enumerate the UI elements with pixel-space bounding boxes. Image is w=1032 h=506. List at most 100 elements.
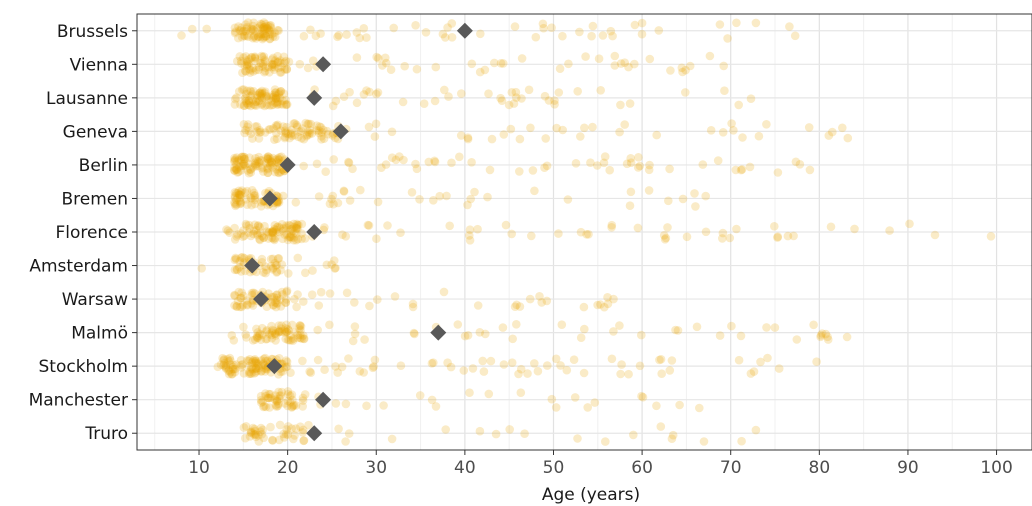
data-point	[635, 161, 645, 171]
data-point	[520, 429, 529, 439]
data-point	[244, 220, 254, 230]
data-point	[273, 168, 283, 177]
data-point	[305, 125, 315, 135]
data-point	[656, 355, 666, 364]
data-point	[240, 188, 250, 197]
data-point	[816, 331, 826, 340]
data-point	[341, 399, 351, 409]
data-point	[360, 335, 369, 344]
data-point	[805, 165, 815, 175]
data-point	[245, 64, 254, 74]
data-point	[527, 231, 536, 241]
data-point	[236, 190, 245, 199]
data-point	[804, 123, 814, 132]
data-point	[665, 366, 675, 375]
data-point	[284, 57, 294, 67]
data-point	[248, 63, 258, 73]
data-point	[238, 161, 247, 170]
data-point	[282, 327, 291, 337]
data-point	[240, 161, 249, 171]
data-point	[705, 51, 715, 61]
data-point	[280, 230, 290, 239]
data-point	[246, 168, 256, 177]
data-point	[278, 367, 287, 376]
data-point	[467, 59, 477, 69]
data-point	[271, 121, 281, 130]
data-point	[339, 187, 349, 196]
data-point	[233, 188, 243, 198]
data-point	[304, 119, 314, 129]
data-point	[842, 332, 852, 342]
data-point	[299, 31, 309, 41]
data-point	[476, 29, 485, 39]
data-point	[610, 61, 620, 70]
data-point	[268, 227, 278, 236]
data-point	[230, 367, 240, 377]
data-point	[273, 94, 282, 103]
data-point	[533, 366, 543, 376]
data-point	[316, 123, 326, 132]
data-point	[625, 201, 635, 210]
data-point	[280, 126, 290, 135]
data-point	[237, 186, 247, 195]
data-point	[280, 133, 290, 143]
data-point	[261, 32, 271, 41]
data-point	[329, 199, 338, 209]
data-point	[252, 157, 261, 166]
data-point	[273, 25, 282, 35]
data-point	[248, 25, 257, 34]
data-point	[226, 360, 235, 369]
data-point	[279, 429, 289, 439]
data-point	[249, 356, 258, 365]
data-point	[312, 159, 322, 169]
y-tick-label: Lausanne	[46, 89, 128, 109]
data-point	[247, 194, 256, 203]
data-point	[652, 401, 661, 411]
data-point	[463, 134, 473, 144]
data-point	[421, 28, 431, 37]
data-point	[270, 258, 280, 268]
data-point	[291, 401, 301, 410]
data-point	[238, 27, 248, 37]
data-point	[238, 252, 247, 262]
data-point	[281, 223, 291, 232]
data-point	[251, 364, 261, 373]
x-tick-label: 50	[543, 458, 565, 478]
data-point	[715, 20, 725, 29]
data-point	[230, 155, 240, 164]
data-point	[296, 333, 305, 343]
data-point	[271, 225, 281, 235]
data-point	[267, 233, 277, 243]
data-point	[320, 365, 329, 375]
data-point	[328, 101, 338, 111]
data-point	[235, 199, 245, 209]
data-point	[487, 134, 497, 144]
data-point	[483, 192, 492, 202]
data-point	[230, 156, 239, 165]
data-point	[252, 359, 262, 368]
data-point	[325, 320, 334, 330]
data-point	[579, 302, 589, 312]
data-point	[756, 357, 765, 367]
data-point	[606, 26, 616, 36]
data-point	[287, 403, 297, 412]
data-point	[282, 357, 292, 367]
data-point	[250, 53, 260, 62]
data-point	[271, 336, 280, 345]
data-point	[774, 364, 784, 373]
data-point	[281, 430, 291, 439]
data-point	[235, 302, 245, 312]
data-point	[498, 323, 508, 332]
data-point	[253, 90, 262, 100]
data-point	[512, 93, 521, 102]
data-point	[257, 89, 267, 98]
data-point	[484, 389, 494, 399]
data-point	[261, 389, 270, 398]
data-point	[235, 190, 244, 199]
x-tick-label: 10	[188, 458, 210, 478]
data-point	[440, 85, 449, 95]
data-point	[227, 331, 237, 340]
data-point	[246, 165, 255, 174]
data-point	[218, 353, 227, 363]
data-point	[286, 129, 296, 139]
